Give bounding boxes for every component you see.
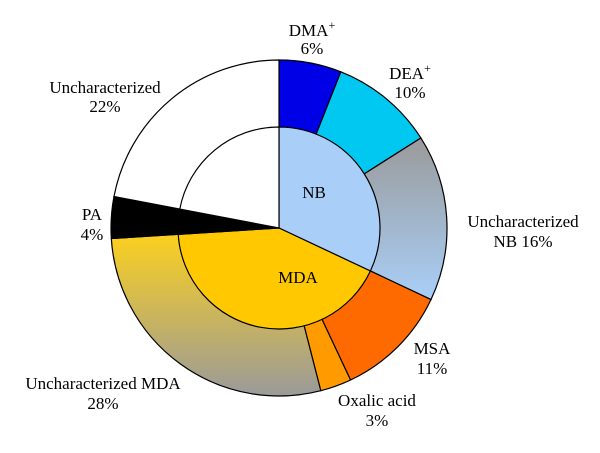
label-pa: PA [82,205,103,224]
value-pa: 4% [81,225,104,244]
inner-slice-slice-3 [179,126,280,229]
label-dea-sup: + [424,61,431,75]
label-uncharacterized-mda: Uncharacterized MDA [25,374,181,393]
inner-label-nb: NB [302,183,326,202]
label-dma: DMA+ [289,18,336,40]
label-dma-sup: + [328,18,335,32]
value-uncharacterized: 22% [89,97,120,116]
label-uncharacterized: Uncharacterized [49,78,161,97]
label-uncharacterized-nb-2: NB 16% [493,232,552,251]
inner-slice-mda-1 [177,227,372,330]
inner-ring [177,126,381,330]
label-dea-name: DEA [389,64,425,83]
label-dea: DEA+ [389,61,431,83]
inner-label-mda: MDA [278,268,318,287]
value-msa: 11% [417,359,448,378]
value-dea: 10% [394,83,425,102]
slice-labels: DMA+ 6% DEA+ 10% Uncharacterized NB 16% … [25,18,579,430]
label-uncharacterized-nb-1: Uncharacterized [467,212,579,231]
value-uncharacterized-mda: 28% [87,394,118,413]
inner-slice-nb-0 [278,126,381,272]
label-msa: MSA [414,339,452,358]
value-oxalic-acid: 3% [366,411,389,430]
value-dma: 6% [301,39,324,58]
label-oxalic-acid: Oxalic acid [338,391,416,410]
label-dma-name: DMA [289,21,329,40]
